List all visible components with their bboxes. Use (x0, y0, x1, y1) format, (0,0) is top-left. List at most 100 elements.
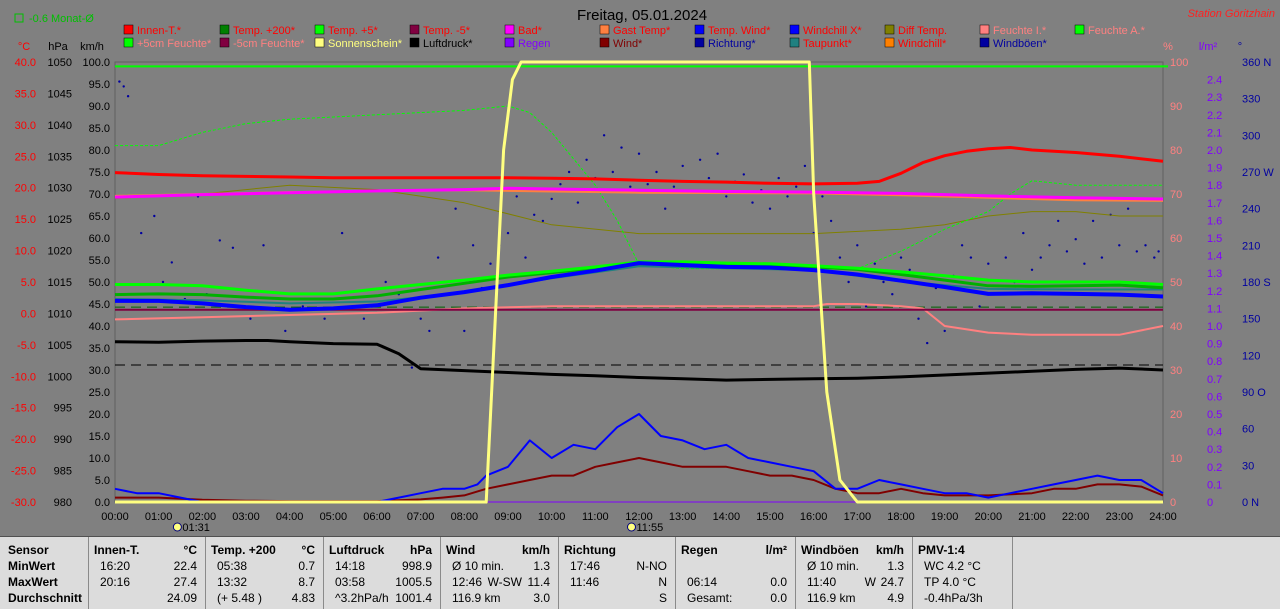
direction-point (1074, 238, 1077, 241)
stat-column-unit: km/h (875, 543, 904, 557)
temp-tick-label: 40.0 (15, 57, 36, 69)
axes: °C hPa km/h% l/m² ° 40.0 35.0 30.0 25.0 20.0 15.0 1… (11, 41, 1274, 523)
legend-label: Windchill* (898, 38, 947, 50)
direction-tick-label: 240 (1242, 204, 1260, 216)
stat-max-direction: W (864, 575, 876, 589)
temp-tick-label: 10.0 (15, 246, 36, 258)
stat-column: Regen l/m² 06:14 0.0 Gesamt: 0.0 (675, 537, 796, 609)
legend-label: Temp. +5* (328, 25, 379, 37)
stat-avg-value: 4.83 (291, 591, 315, 605)
direction-point (454, 207, 457, 210)
stat-max-value: 24.7 (880, 575, 904, 589)
direction-point (1083, 262, 1086, 265)
stat-min-value: 1.3 (887, 559, 904, 573)
direction-point (672, 185, 676, 188)
stat-max-time: 03:58 (335, 575, 366, 589)
rain-tick-label: 0.8 (1207, 356, 1222, 368)
wind-tick-label: 50.0 (89, 277, 110, 289)
direction-point (218, 239, 221, 242)
direction-point (170, 261, 173, 264)
time-tick-label: 20:00 (975, 511, 1003, 523)
legend-swatch (409, 37, 420, 48)
rain-tick-label: 1.5 (1207, 233, 1222, 245)
direction-point (471, 244, 475, 247)
pressure-tick-label: 1045 (48, 88, 72, 100)
axis-unit-label: °C (18, 41, 30, 53)
legend-label: Innen-T.* (137, 25, 182, 37)
direction-point (891, 293, 894, 296)
time-tick-label: 05:00 (320, 511, 348, 523)
wind-tick-label: 35.0 (89, 343, 110, 355)
stat-max-value: 1005.5 (395, 575, 432, 589)
stat-min-time: 14:18 (335, 559, 366, 573)
direction-point (899, 256, 903, 259)
legend-swatch (789, 37, 800, 48)
direction-point (541, 219, 545, 223)
temp-tick-label: 25.0 (15, 151, 36, 163)
direction-point (882, 280, 885, 284)
direction-tick-label: 210 (1242, 240, 1260, 252)
direction-point (1126, 207, 1130, 210)
stat-column-title: Windböen (801, 543, 859, 557)
direction-point (1157, 250, 1160, 253)
pressure-tick-label: 1025 (48, 214, 72, 226)
stat-column: Wind km/h Ø 10 min. 1.3 12:46 W-SW 11.4 116.9 k… (440, 537, 559, 609)
chart-header: Freitag, 05.01.2024 Station Göritzhain -… (14, 7, 1275, 25)
humidity-tick-label: 10 (1170, 453, 1182, 465)
stat-min-value: 22.4 (173, 559, 197, 573)
time-tick-label: 06:00 (363, 511, 391, 523)
direction-tick-label: 120 (1242, 350, 1260, 362)
legend-swatch (789, 24, 800, 35)
stat-column: Innen-T. °C 16:20 22.4 20:16 27.4 24.09 (88, 537, 206, 609)
pressure-tick-label: 1010 (48, 308, 72, 320)
legend-swatch (1074, 24, 1085, 35)
series-line (115, 105, 1163, 270)
axis-unit-label: l/m² (1199, 41, 1218, 53)
legend-label: Wind* (613, 38, 643, 50)
direction-point (1030, 268, 1034, 271)
time-tick-label: 19:00 (931, 511, 959, 523)
series-line (115, 60, 1163, 504)
rain-tick-label: 2.2 (1207, 110, 1222, 122)
stat-column-unit: l/m² (765, 543, 787, 557)
series-line (114, 303, 1164, 336)
temp-tick-label: 5.0 (21, 277, 36, 289)
direction-point (1118, 244, 1121, 247)
direction-point (742, 173, 745, 176)
legend-swatch (884, 37, 895, 48)
stat-column-title: Regen (681, 543, 718, 557)
time-tick-label: 07:00 (407, 511, 435, 523)
time-tick-label: 22:00 (1062, 511, 1090, 523)
stat-max-time: 11:40 (807, 575, 837, 589)
humidity-tick-label: 0 (1170, 497, 1176, 509)
temp-tick-label: -15.0 (11, 403, 36, 415)
direction-point (611, 170, 614, 174)
series-layer (114, 60, 1164, 504)
stat-avg-note: 116.9 km (807, 591, 856, 605)
time-tick-label: 21:00 (1018, 511, 1046, 523)
direction-point (1135, 250, 1139, 253)
stat-column-title: Luftdruck (329, 543, 385, 557)
stat-column: Windböen km/h Ø 10 min. 1.3 11:40 W 24.7 116.9 … (795, 537, 913, 609)
humidity-tick-label: 30 (1170, 365, 1182, 377)
direction-point (1004, 256, 1007, 259)
wind-tick-label: 5.0 (95, 475, 110, 487)
rain-tick-label: 0.1 (1207, 479, 1222, 491)
direction-tick-label: 150 (1242, 314, 1260, 326)
stat-label-min: MinWert (8, 559, 56, 573)
time-tick-label: 01:00 (145, 511, 173, 523)
direction-point (126, 95, 130, 98)
direction-point (847, 280, 850, 284)
rain-tick-label: 0.2 (1207, 462, 1222, 474)
stat-column: Luftdruck hPa 14:18 998.9 03:58 1005.5 ^3.2hPa… (323, 537, 441, 609)
time-tick-label: 08:00 (451, 511, 479, 523)
direction-point (489, 262, 492, 265)
wind-tick-label: 80.0 (89, 145, 110, 157)
wind-tick-label: 25.0 (89, 387, 110, 399)
direction-tick-label: 30 (1242, 460, 1254, 472)
stat-min-time: 16:20 (100, 559, 131, 573)
legend-label: Windböen* (993, 38, 1048, 50)
rain-tick-label: 1.8 (1207, 180, 1222, 192)
pressure-tick-label: 1035 (48, 151, 72, 163)
direction-point (340, 231, 344, 235)
